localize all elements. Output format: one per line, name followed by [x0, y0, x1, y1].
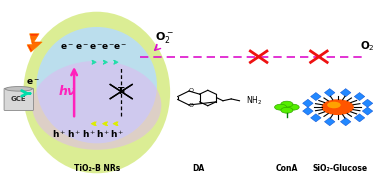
- Text: h$^+$: h$^+$: [110, 128, 124, 140]
- Polygon shape: [354, 92, 365, 101]
- Text: O$_2^-$: O$_2^-$: [155, 30, 174, 45]
- Polygon shape: [362, 107, 373, 115]
- Polygon shape: [303, 99, 313, 107]
- Text: hν: hν: [59, 85, 76, 98]
- Ellipse shape: [32, 61, 161, 150]
- Polygon shape: [324, 118, 335, 126]
- Text: GCE: GCE: [11, 96, 26, 102]
- Polygon shape: [341, 89, 351, 97]
- Text: e$^-$: e$^-$: [101, 43, 115, 52]
- Polygon shape: [324, 89, 335, 97]
- Text: NH$_2$: NH$_2$: [246, 95, 262, 107]
- Text: e$^-$: e$^-$: [74, 43, 89, 52]
- Ellipse shape: [287, 104, 299, 110]
- Text: TiO₂-B NRs: TiO₂-B NRs: [74, 164, 120, 173]
- Ellipse shape: [23, 12, 170, 173]
- Text: ConA: ConA: [276, 164, 298, 173]
- Polygon shape: [311, 114, 321, 122]
- Circle shape: [322, 99, 354, 115]
- Polygon shape: [341, 118, 351, 126]
- Text: SiO₂-Glucose: SiO₂-Glucose: [312, 164, 367, 173]
- Text: h$^+$: h$^+$: [52, 128, 66, 140]
- Text: O: O: [188, 103, 194, 108]
- Text: O$_2$: O$_2$: [361, 39, 375, 53]
- Text: e$^-$: e$^-$: [26, 78, 40, 87]
- Ellipse shape: [274, 104, 287, 110]
- Ellipse shape: [281, 107, 293, 113]
- FancyBboxPatch shape: [4, 88, 34, 110]
- Text: O: O: [188, 88, 194, 93]
- Polygon shape: [354, 114, 365, 122]
- Text: e$^-$: e$^-$: [60, 43, 74, 52]
- Text: h$^+$: h$^+$: [67, 128, 81, 140]
- Ellipse shape: [37, 27, 157, 143]
- Text: e$^-$: e$^-$: [113, 43, 127, 52]
- Text: h$^+$: h$^+$: [96, 128, 110, 140]
- Text: DA: DA: [192, 164, 204, 173]
- Polygon shape: [27, 34, 42, 52]
- Ellipse shape: [5, 87, 33, 91]
- Text: e$^-$: e$^-$: [88, 43, 102, 52]
- Polygon shape: [362, 99, 373, 107]
- Text: h$^+$: h$^+$: [82, 128, 96, 140]
- Text: Ti: Ti: [118, 87, 126, 96]
- Ellipse shape: [281, 101, 293, 107]
- Polygon shape: [303, 107, 313, 115]
- Polygon shape: [29, 36, 40, 51]
- Polygon shape: [311, 92, 321, 101]
- Circle shape: [327, 102, 341, 108]
